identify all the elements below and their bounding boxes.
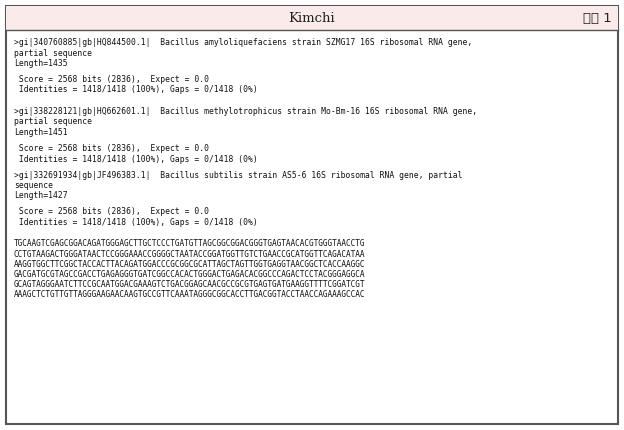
Text: Identities = 1418/1418 (100%), Gaps = 0/1418 (0%): Identities = 1418/1418 (100%), Gaps = 0/… [14,86,258,95]
Text: TGCAAGTCGAGCGGACAGATGGGAGCTTGCTCCCTGATGTTAGCGGCGGACGGGTGAGTAACACGTGGGTAACCTG: TGCAAGTCGAGCGGACAGATGGGAGCTTGCTCCCTGATGT… [14,240,366,249]
Text: AAGGTGGCTTCGGCTACCACTTACAGATGGACCCGCGGCGCATTAGCTAGTTGGTGAGGTAACGGCTCACCAAGGC: AAGGTGGCTTCGGCTACCACTTACAGATGGACCCGCGGCG… [14,260,366,269]
Text: >gi|340760885|gb|HQ844500.1|  Bacillus amyloliquefaciens strain SZMG17 16S ribos: >gi|340760885|gb|HQ844500.1| Bacillus am… [14,38,472,47]
Text: sequence: sequence [14,181,53,190]
Text: 부록 1: 부록 1 [583,12,612,25]
Text: Length=1427: Length=1427 [14,191,67,200]
Text: Length=1435: Length=1435 [14,59,67,68]
Bar [6,6,618,30]
Text: Score = 2568 bits (2836),  Expect = 0.0: Score = 2568 bits (2836), Expect = 0.0 [14,208,209,216]
Text: partial sequence: partial sequence [14,49,92,58]
Text: >gi|338228121|gb|HQ662601.1|  Bacillus methylotrophicus strain Mo-Bm-16 16S ribo: >gi|338228121|gb|HQ662601.1| Bacillus me… [14,107,477,116]
Text: Identities = 1418/1418 (100%), Gaps = 0/1418 (0%): Identities = 1418/1418 (100%), Gaps = 0/… [14,154,258,163]
Text: CCTGTAAGACTGGGATAACTCCGGGAAACCGGGGCTAATACCGGATGGTTGTCTGAACCGCATGGTTCAGACATAA: CCTGTAAGACTGGGATAACTCCGGGAAACCGGGGCTAATA… [14,250,366,259]
Text: Kimchi: Kimchi [289,12,335,25]
Text: Score = 2568 bits (2836),  Expect = 0.0: Score = 2568 bits (2836), Expect = 0.0 [14,75,209,84]
Text: >gi|332691934|gb|JF496383.1|  Bacillus subtilis strain AS5-6 16S ribosomal RNA g: >gi|332691934|gb|JF496383.1| Bacillus su… [14,171,462,179]
Text: Identities = 1418/1418 (100%), Gaps = 0/1418 (0%): Identities = 1418/1418 (100%), Gaps = 0/… [14,218,258,227]
Text: AAAGCTCTGTTGTTAGGGAAGAACAAGTGCCGTTCAAATAGGGCGGCACCTTGACGGTACCTAACCAGAAAGCCAC: AAAGCTCTGTTGTTAGGGAAGAACAAGTGCCGTTCAAATA… [14,291,366,300]
Text: GCAGTAGGGAATCTTCCGCAATGGACGAAAGTCTGACGGAGCAACGCCGCGTGAGTGATGAAGGTTTTCGGATCGT: GCAGTAGGGAATCTTCCGCAATGGACGAAAGTCTGACGGA… [14,280,366,289]
Text: partial sequence: partial sequence [14,117,92,126]
Text: Score = 2568 bits (2836),  Expect = 0.0: Score = 2568 bits (2836), Expect = 0.0 [14,144,209,153]
Text: Length=1451: Length=1451 [14,128,67,137]
Text: GACGATGCGTAGCCGACCTGAGAGGGTGATCGGCCACACTGGGACTGAGACACGGCCCAGACTCCTACGGGAGGCA: GACGATGCGTAGCCGACCTGAGAGGGTGATCGGCCACACT… [14,270,366,279]
